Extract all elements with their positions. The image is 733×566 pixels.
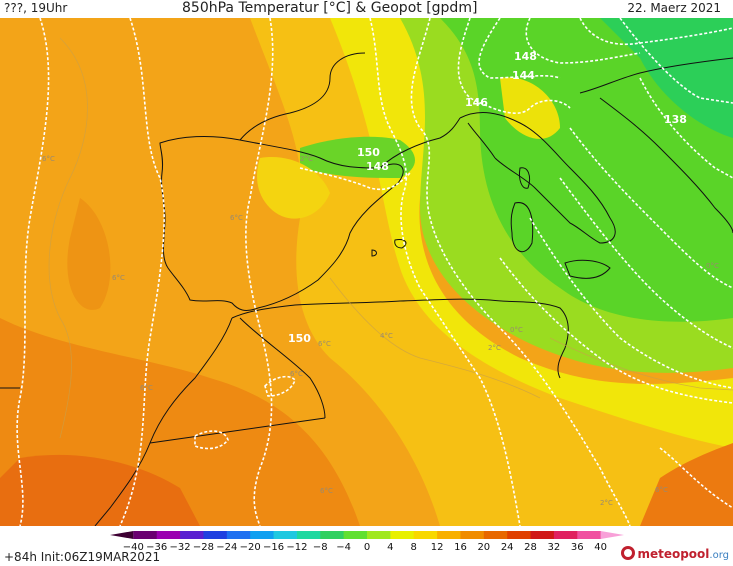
temp-label: 0°C [706,262,719,270]
temp-field-deep-orange [0,454,200,526]
colorbar-tick-label: 32 [548,542,561,552]
temp-field-orange-se [640,443,733,526]
colorbar-tick-label: −8 [313,542,328,552]
colorbar-swatch [156,531,181,539]
geopot-label: 138 [664,113,687,126]
forecast-label: ???, 19Uhr [4,1,68,15]
colorbar-swatch [203,531,228,539]
colorbar-swatch [226,531,251,539]
geopot-label: 150 [357,146,380,159]
temp-field-green-tongue [300,136,415,178]
colorbar-tick-label: 20 [477,542,490,552]
colorbar-swatch [110,531,134,539]
logo-suffix: .org [709,550,729,561]
temp-field-orange-atlantic [67,198,111,310]
colorbar-tick-label: 40 [594,542,607,552]
forecast-date: 22. Maerz 2021 [627,1,721,15]
geopot-closed-contours [194,375,296,450]
coastlines [0,52,733,526]
colorbar-swatch [133,531,158,539]
colorbar-tick-label: −20 [240,542,261,552]
colorbar-tick-label: −12 [286,542,307,552]
colorbar-tick-label: 8 [411,542,417,552]
colorbar-tick-label: −32 [170,542,191,552]
map-header: ???, 19Uhr 850hPa Temperatur [°C] & Geop… [0,0,733,18]
map-title: 850hPa Temperatur [°C] & Geopot [gpdm] [182,0,478,16]
colorbar-tick-label: −28 [193,542,214,552]
colorbar-tick-label: 0 [364,542,370,552]
run-info: +84h Init:06Z19MAR2021 [4,550,161,564]
colorbar-tick-label: −40 [123,542,144,552]
map-footer: −40 −36 −32 −28 −24 −20 −16 −12 −8 −4 0 4 8 12 16 20 24 2… [0,526,733,566]
temp-label: 6°C [140,384,153,392]
temp-label: 6°C [320,487,333,495]
colorbar-tick-label: 4 [387,542,393,552]
temp-label: 2°C [600,499,613,507]
colorbar-swatch [507,531,532,539]
colorbar-tick-label: 12 [431,542,444,552]
colorbar-swatch [553,531,578,539]
temperature-map: 148 144 146 150 148 138 150 6°C 2°C 6°C … [0,18,733,526]
colorbar-tick-label: 36 [571,542,584,552]
geopot-label: 148 [514,50,537,63]
geopot-label: 144 [512,69,535,82]
temp-label: 2°C [488,344,501,352]
colorbar-swatch [367,531,391,539]
temp-label: 6°C [230,214,243,222]
colorbar-tick-label: 16 [454,542,467,552]
logo-text: meteopool [637,547,710,561]
colorbar-swatch [413,531,438,539]
temp-label: 2°C [300,155,313,163]
geopot-label: 146 [465,96,488,109]
isotherms [48,37,733,439]
colorbar-swatch [180,531,204,539]
temperature-colorbar: −40 −36 −32 −28 −24 −20 −16 −12 −8 −4 0 4 8 12 16 20 24 2… [110,531,624,552]
logo-mark-icon [621,546,636,560]
colorbar-tick-label: −4 [336,542,351,552]
colorbar-tick-label: 28 [524,542,537,552]
colorbar-swatch [250,531,275,539]
temp-field-yellow-spain [257,157,330,219]
temp-label: 6°C [655,486,668,494]
colorbar-swatch [343,531,368,539]
colorbar-tick-label: 24 [501,542,514,552]
temp-label: 0°C [510,326,523,334]
temp-label: 6°C [290,370,303,378]
temp-label: 6°C [112,274,125,282]
colorbar-swatch [577,531,602,539]
geopot-label: 150 [288,332,311,345]
colorbar-swatch [296,531,321,539]
temp-field-teal [600,18,733,138]
colorbar-tick-label: −36 [146,542,167,552]
colorbar-tick-label: −16 [263,542,284,552]
colorbar-swatch [460,531,485,539]
temp-field-yellow-italy [500,77,560,139]
colorbar-swatch [437,531,461,539]
meteopool-logo[interactable]: meteopool.org [621,546,729,561]
colorbar-swatch [600,531,624,539]
colorbar-tick-label: −24 [216,542,237,552]
temp-label: 6°C [42,155,55,163]
colorbar-swatch [530,531,555,539]
temp-label: 6°C [318,340,331,348]
geopot-contours [16,18,733,526]
colorbar-swatch [483,531,508,539]
temp-label: 4°C [380,332,393,340]
colorbar-swatch [320,531,345,539]
geopot-label: 148 [366,160,389,173]
colorbar-swatch [273,531,298,539]
colorbar-swatch [390,531,415,539]
